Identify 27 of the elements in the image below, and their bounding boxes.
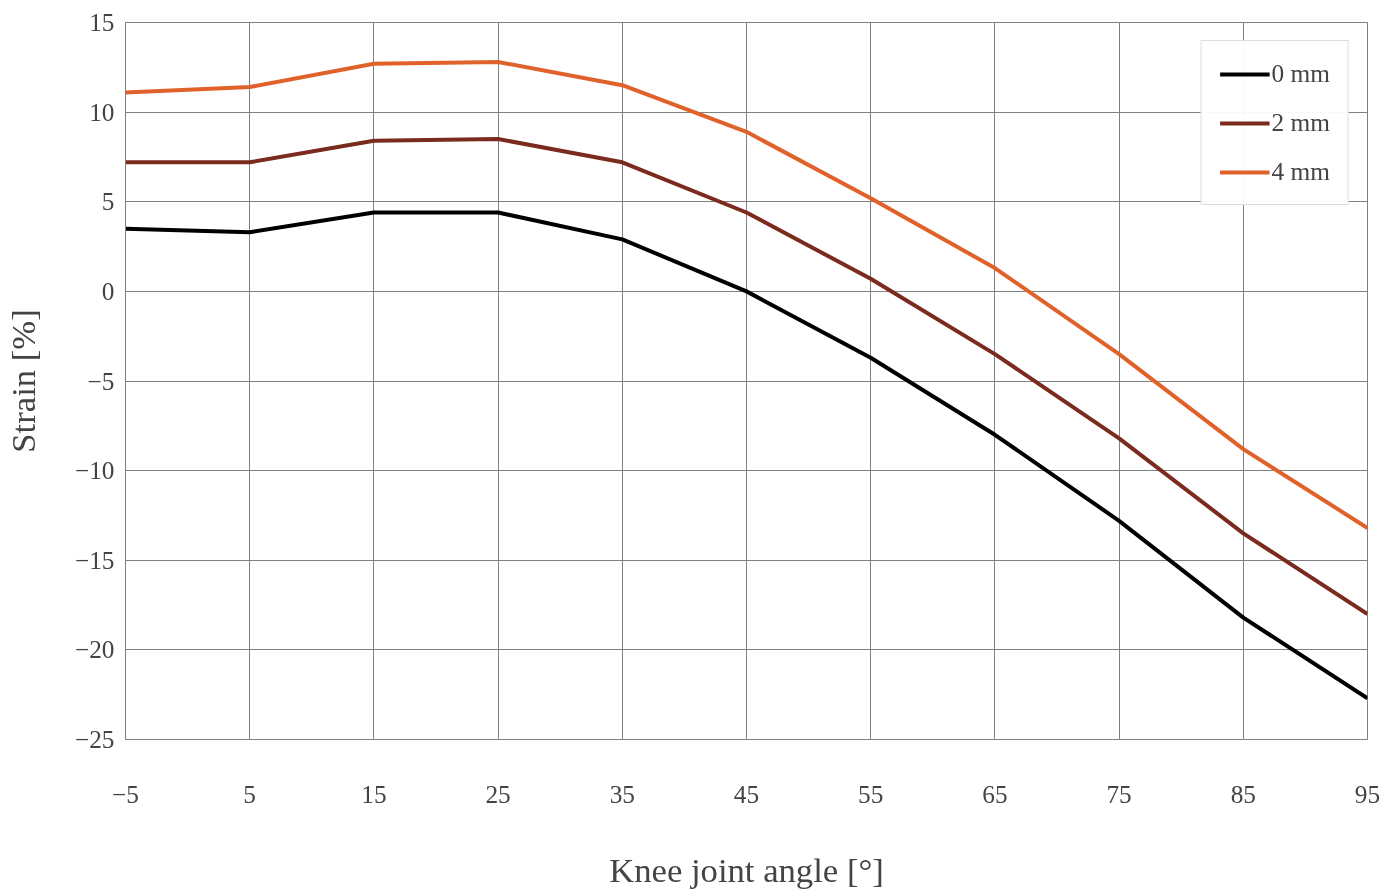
y-tick-label: −25 [74,725,115,753]
x-tick-label: 95 [1354,779,1381,808]
legend-label: 2 mm [1271,108,1330,137]
legend-label: 4 mm [1271,157,1330,186]
y-tick-label: −15 [74,545,115,574]
y-tick-label: 0 [101,276,115,305]
x-tick-label: 15 [361,779,387,808]
x-axis-title: Knee joint angle [°] [609,850,884,889]
x-tick-label: 85 [1230,779,1256,808]
x-tick-label: 25 [485,779,511,808]
y-tick-label: 5 [101,187,115,216]
x-tick-label: 45 [733,779,760,808]
y-tick-label: 15 [89,8,115,36]
line-series [125,210,1368,701]
y-tick-label: −5 [87,366,115,395]
y-tick-label: 10 [89,97,115,126]
legend-label: 0 mm [1271,59,1330,88]
y-axis-title: Strain [%] [3,309,42,453]
x-tick-label: 5 [243,779,257,808]
x-tick-label: 55 [858,779,884,808]
y-tick-label: −20 [74,635,115,664]
x-tick-label: 35 [609,779,635,808]
y-tick-label: −10 [74,456,115,485]
line-series [125,59,1368,530]
line-series [125,137,1368,617]
x-tick-label: 75 [1106,779,1132,808]
x-tick-label: 65 [982,779,1008,808]
